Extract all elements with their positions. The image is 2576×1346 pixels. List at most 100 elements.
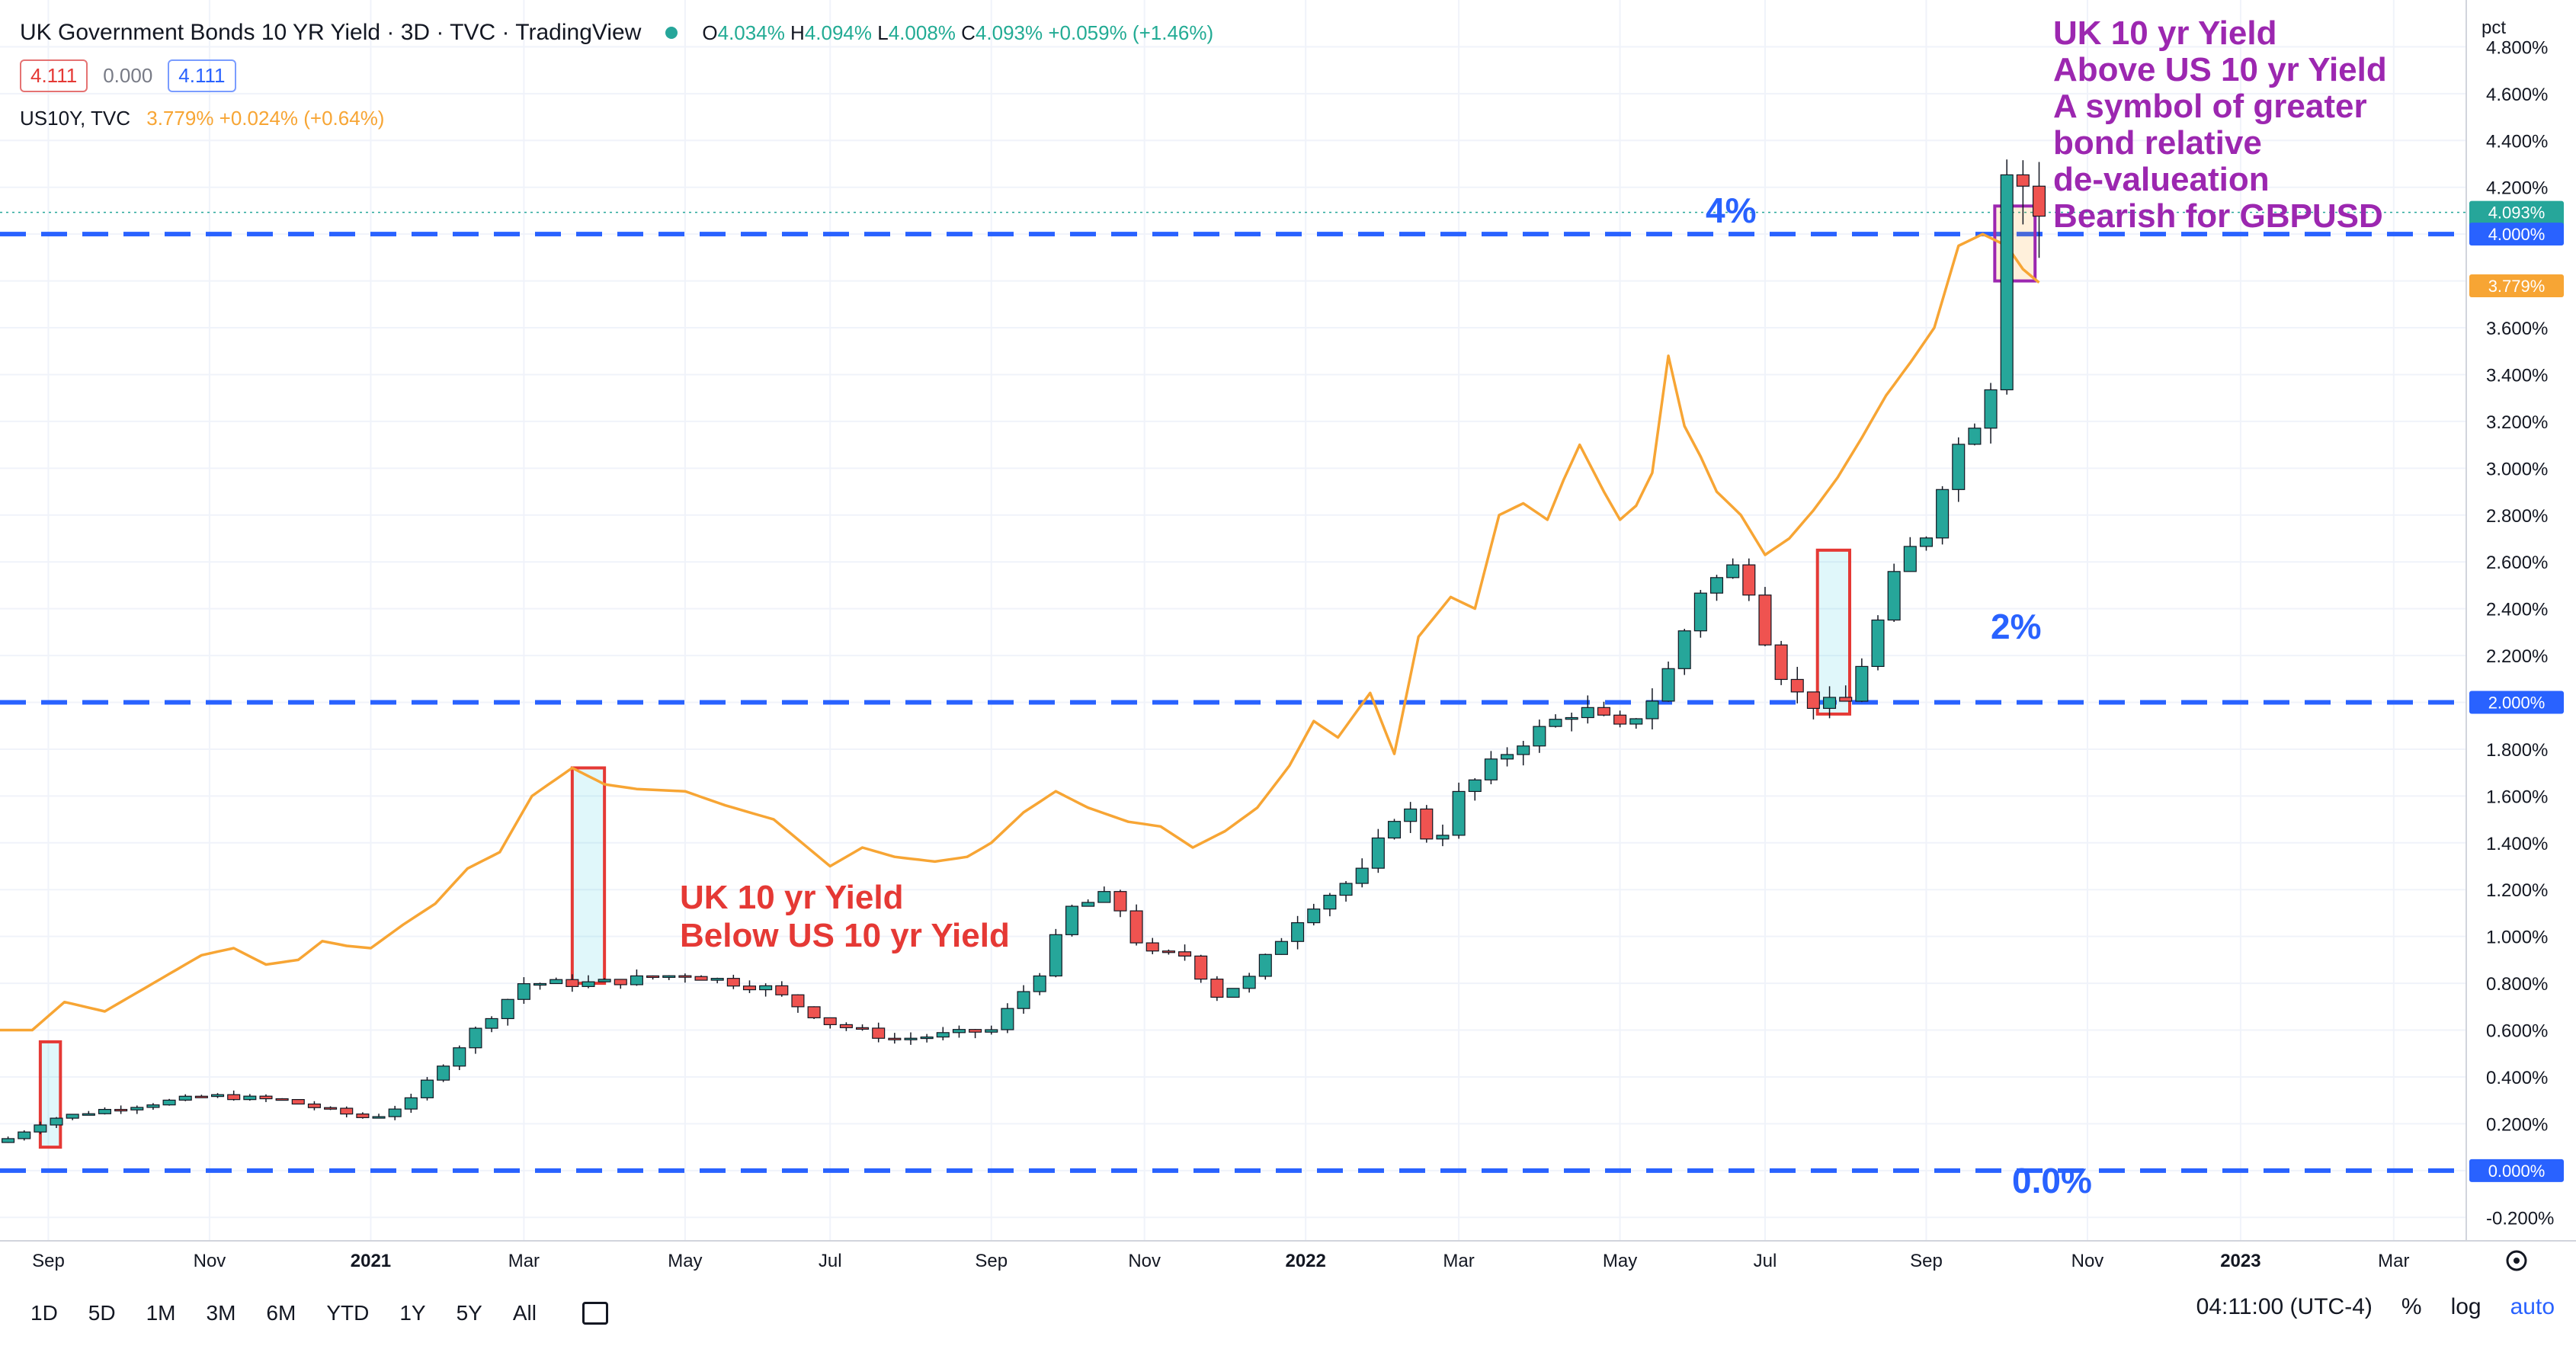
candle [1420,805,1434,843]
y-tick-label: 4.200% [2486,178,2548,199]
candle [710,977,724,984]
y-tick-label: 1.000% [2486,928,2548,948]
x-tick-label: Nov [1128,1251,1161,1271]
candle [1468,778,1482,801]
candle [324,1106,338,1110]
candle [50,1117,63,1128]
x-tick-label: 2022 [1285,1251,1325,1271]
candle [1774,640,1788,685]
candle [82,1110,95,1116]
candle [178,1094,192,1101]
candle [598,978,611,982]
grid [0,0,2466,1241]
y-tick-label: 1.600% [2486,787,2548,807]
x-tick-label: Mar [2378,1251,2409,1271]
x-tick-label: Mar [1443,1251,1474,1271]
y-tick-label: 3.200% [2486,412,2548,433]
candle [469,1026,482,1054]
candle [1919,536,1933,551]
uk10y-candles[interactable] [2,159,2046,1143]
candle [1517,741,1530,766]
log-toggle[interactable]: log [2450,1294,2481,1319]
candle [1565,713,1578,732]
candle [920,1034,934,1043]
candle [2000,159,2014,395]
candle [936,1027,950,1040]
sell-button[interactable]: 4.111 [20,59,88,92]
y-tick-label: 4.400% [2486,131,2548,152]
label-4-percent: 4% [1706,191,1756,230]
timeframe-1d[interactable]: 1D [30,1301,58,1325]
candle [1677,629,1691,675]
time-axis[interactable]: Sep Nov 2021 Mar May Jul Sep Nov 2022 Mar May Jul Se… [32,1251,2409,1271]
candle [210,1093,225,1098]
settings-gear-icon[interactable] [2506,1250,2527,1271]
compare-legend[interactable]: US10Y, TVC 3.779% +0.024% (+0.64%) [20,107,384,130]
candle [1226,988,1240,998]
x-tick-label: Sep [975,1251,1008,1271]
candle [985,1025,998,1035]
timeframe-6m[interactable]: 6M [266,1301,296,1325]
compare-value: 3.779% +0.024% (+0.64%) [146,107,385,130]
candle [807,1006,821,1020]
timeframe-1m[interactable]: 1M [146,1301,176,1325]
date-range-icon[interactable] [582,1302,608,1325]
candle [1952,437,1966,502]
label-0-percent: 0.0% [2012,1161,2092,1200]
candle [1726,558,1740,579]
candle [98,1107,112,1115]
y-tick-label: 1.400% [2486,834,2548,854]
timeframe-3m[interactable]: 3M [206,1301,236,1325]
clock[interactable]: 04:11:00 (UTC-4) [2196,1294,2373,1319]
candle [1371,828,1385,873]
x-tick-label: Sep [32,1251,65,1271]
candle [1790,666,1804,703]
candle [243,1094,257,1101]
candle [1097,886,1111,903]
timeframe-5d[interactable]: 5D [88,1301,116,1325]
candle [420,1077,434,1101]
note-below-line: Below US 10 yr Yield [680,917,1010,954]
y-tick-label: 0.200% [2486,1114,2548,1135]
svg-text:4.093%: 4.093% [2488,204,2546,223]
y-tick-label: 0.800% [2486,974,2548,995]
y-tick-label: 2.200% [2486,646,2548,667]
timeframe-5y[interactable]: 5Y [456,1301,482,1325]
y-tick-label: -0.200% [2486,1208,2554,1229]
annotation-boxes[interactable] [38,204,2037,1149]
ohlc-readout: O4.034% H4.094% L4.008% C4.093% +0.059% … [702,21,1214,44]
x-tick-label: May [1603,1251,1637,1271]
candle [130,1105,144,1114]
buy-button[interactable]: 4.111 [168,59,236,92]
x-tick-label: Jul [819,1251,842,1271]
candle [1387,819,1402,840]
candle [823,1017,837,1029]
y-tick-label: 3.600% [2486,319,2548,339]
candle [1307,903,1321,926]
candle [517,977,530,1005]
candle [1178,944,1192,961]
candle [2016,160,2030,225]
us10y-line[interactable] [0,232,2040,1032]
symbol-title[interactable]: UK Government Bonds 10 YR Yield · 3D · T… [20,20,642,45]
axis-price-label: 4.000% [2469,223,2564,246]
percent-toggle[interactable]: % [2401,1294,2422,1319]
candle [2,1136,15,1143]
timeframe-1y[interactable]: 1Y [399,1301,426,1325]
trade-buttons: 4.111 0.000 4.111 [20,59,236,92]
candle [1661,661,1675,702]
timeframe-all[interactable]: All [512,1301,537,1325]
candle [194,1094,208,1098]
candle [1194,954,1208,983]
candle [340,1106,354,1118]
axis-price-label: 2.000% [2469,691,2564,714]
bottom-toolbar: 1D 5D 1M 3M 6M YTD 1Y 5Y All [0,1280,2576,1346]
timeframe-ytd[interactable]: YTD [326,1301,370,1325]
candle [453,1045,466,1070]
candle [1274,937,1288,955]
auto-toggle[interactable]: auto [2510,1294,2555,1319]
market-status-icon [665,27,678,39]
